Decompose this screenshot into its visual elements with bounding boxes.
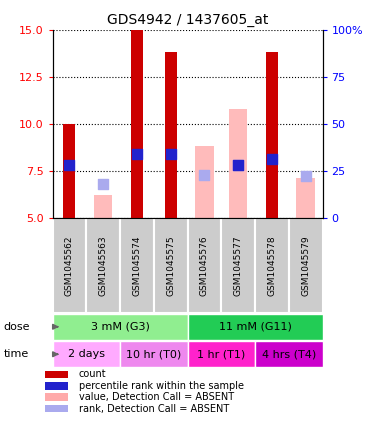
Text: GSM1045563: GSM1045563 bbox=[99, 235, 108, 296]
Bar bbox=[120, 218, 154, 313]
Bar bbox=[154, 218, 188, 313]
Bar bbox=[53, 341, 120, 368]
Text: 10 hr (T0): 10 hr (T0) bbox=[126, 349, 182, 359]
Text: time: time bbox=[4, 349, 29, 359]
Text: GSM1045579: GSM1045579 bbox=[301, 235, 310, 296]
Text: value, Detection Call = ABSENT: value, Detection Call = ABSENT bbox=[79, 392, 234, 402]
Text: rank, Detection Call = ABSENT: rank, Detection Call = ABSENT bbox=[79, 404, 229, 414]
Bar bbox=[255, 341, 322, 368]
Text: GSM1045574: GSM1045574 bbox=[132, 235, 141, 296]
Bar bbox=[296, 179, 315, 218]
Bar bbox=[94, 195, 112, 218]
Point bbox=[168, 151, 174, 157]
Bar bbox=[63, 124, 75, 218]
Text: GSM1045575: GSM1045575 bbox=[166, 235, 175, 296]
Bar bbox=[221, 218, 255, 313]
Text: GSM1045578: GSM1045578 bbox=[267, 235, 276, 296]
Point bbox=[100, 181, 106, 187]
Bar bbox=[195, 146, 214, 218]
Point bbox=[235, 162, 241, 168]
Point bbox=[201, 171, 207, 178]
Text: 4 hrs (T4): 4 hrs (T4) bbox=[262, 349, 316, 359]
Bar bbox=[86, 218, 120, 313]
Text: percentile rank within the sample: percentile rank within the sample bbox=[79, 381, 244, 391]
Bar bbox=[289, 218, 322, 313]
Point bbox=[269, 156, 275, 163]
Point bbox=[66, 162, 72, 168]
Text: 11 mM (G11): 11 mM (G11) bbox=[219, 322, 291, 332]
Bar bbox=[266, 52, 278, 218]
Text: 1 hr (T1): 1 hr (T1) bbox=[197, 349, 245, 359]
Bar bbox=[120, 341, 188, 368]
Point bbox=[235, 162, 241, 168]
Text: count: count bbox=[79, 369, 106, 379]
Text: 2 days: 2 days bbox=[68, 349, 105, 359]
Text: GSM1045577: GSM1045577 bbox=[234, 235, 243, 296]
Bar bbox=[165, 52, 177, 218]
Point bbox=[303, 173, 309, 180]
Text: GSM1045562: GSM1045562 bbox=[65, 235, 74, 296]
Text: 3 mM (G3): 3 mM (G3) bbox=[91, 322, 149, 332]
Bar bbox=[131, 30, 143, 218]
Bar bbox=[53, 218, 86, 313]
Title: GDS4942 / 1437605_at: GDS4942 / 1437605_at bbox=[107, 13, 268, 27]
Text: dose: dose bbox=[4, 322, 30, 332]
Bar bbox=[188, 341, 255, 368]
Bar bbox=[255, 218, 289, 313]
Bar bbox=[229, 109, 248, 218]
Point bbox=[134, 151, 140, 157]
Text: GSM1045576: GSM1045576 bbox=[200, 235, 209, 296]
Bar bbox=[188, 218, 221, 313]
Bar bbox=[188, 313, 322, 340]
Bar bbox=[53, 313, 188, 340]
